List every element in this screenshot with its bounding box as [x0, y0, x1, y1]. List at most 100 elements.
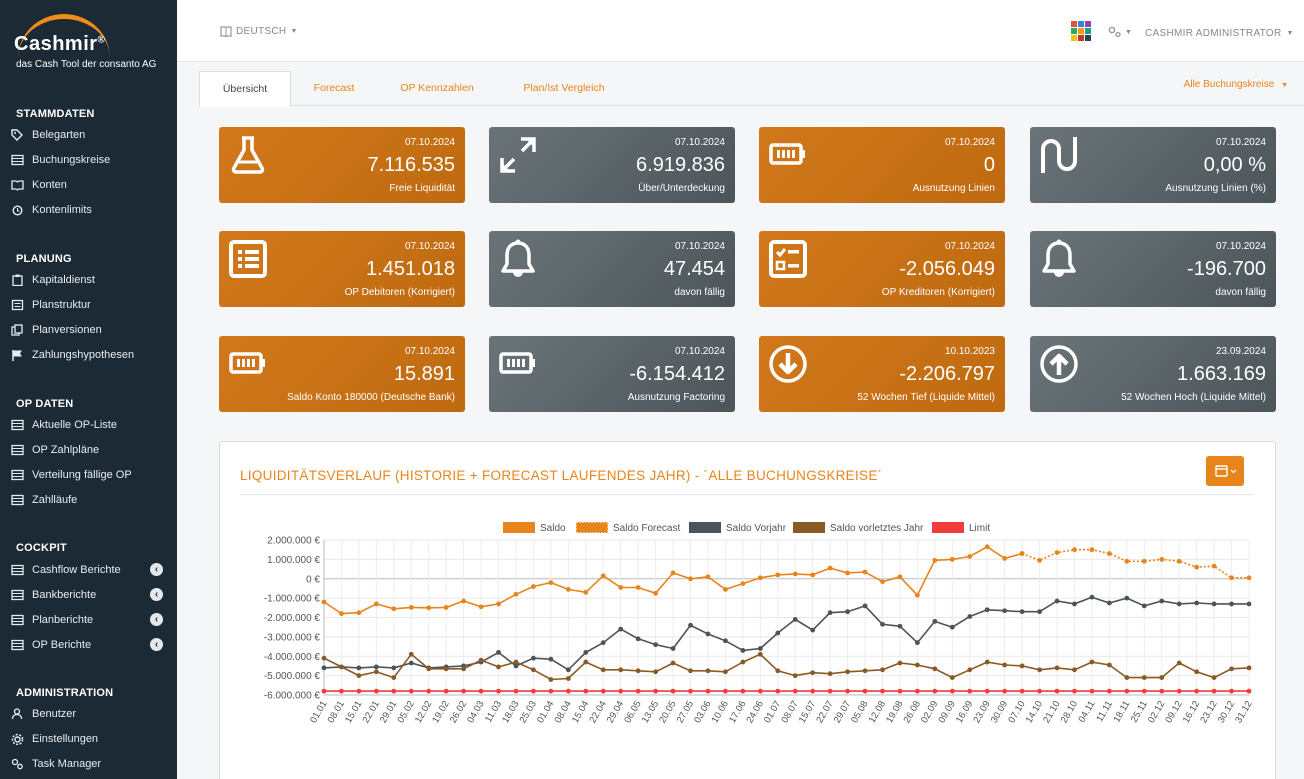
kpi-card[interactable]: 07.10.2024 7.116.535 Freie Liquidität	[219, 127, 465, 203]
x-tick-label: 30.12	[1216, 699, 1237, 725]
kpi-date: 07.10.2024	[1215, 241, 1266, 252]
y-tick-label: -5.000.000 €	[264, 671, 321, 682]
expand-arrow-icon[interactable]: ‹	[150, 588, 163, 601]
data-point	[775, 572, 781, 578]
sidebar-item-op-berichte[interactable]: OP Berichte ‹	[0, 634, 177, 656]
sidebar-item-zahlungshypothesen[interactable]: Zahlungshypothesen	[0, 344, 177, 366]
x-tick-label: 16.12	[1181, 699, 1202, 725]
sidebar-item-kontenlimits[interactable]: Kontenlimits	[0, 199, 177, 221]
table-icon	[11, 469, 24, 481]
bell-icon	[1039, 239, 1079, 279]
kpi-card[interactable]: 10.10.2023 -2.206.797 52 Wochen Tief (Liqu…	[759, 336, 1005, 412]
sidebar-item-benutzer[interactable]: Benutzer	[0, 703, 177, 725]
language-dropdown[interactable]: DEUTSCH ▼	[220, 26, 298, 37]
kpi-card[interactable]: 07.10.2024 6.919.836 Über/Unterdeckung	[489, 127, 735, 203]
sidebar-item-planversionen[interactable]: Planversionen	[0, 319, 177, 341]
data-point	[600, 667, 606, 673]
sidebar-item-op-zahlpläne[interactable]: OP Zahlpläne	[0, 439, 177, 461]
data-point	[827, 688, 833, 694]
kpi-card[interactable]: 07.10.2024 1.451.018 OP Debitoren (Korrigi…	[219, 231, 465, 307]
kpi-date: 07.10.2024	[1215, 137, 1266, 148]
tab-forecast[interactable]: Forecast	[313, 82, 355, 94]
tab-uebersicht[interactable]: Übersicht	[199, 71, 291, 107]
list-alt-icon	[228, 239, 268, 279]
kpi-card[interactable]: 07.10.2024 -196.700 davon fällig	[1030, 231, 1276, 307]
sidebar-item-planberichte[interactable]: Planberichte ‹	[0, 609, 177, 631]
x-tick-label: 22.01	[361, 699, 382, 725]
sidebar-item-zahlläufe[interactable]: Zahlläufe	[0, 489, 177, 511]
expand-arrow-icon[interactable]: ‹	[150, 638, 163, 651]
sidebar-item-aktuelle-op-liste[interactable]: Aktuelle OP-Liste	[0, 414, 177, 436]
flag-icon	[11, 349, 24, 361]
data-point	[356, 688, 362, 694]
sidebar-item-einstellungen[interactable]: Einstellungen	[0, 728, 177, 750]
expand-arrow-icon[interactable]: ‹	[150, 613, 163, 626]
data-point	[775, 688, 781, 694]
cashmir-logo[interactable]: Cashmir® das Cash Tool der consanto AG	[14, 14, 164, 84]
data-point	[426, 666, 432, 672]
sidebar-item-bankberichte[interactable]: Bankberichte ‹	[0, 584, 177, 606]
data-point	[1124, 558, 1130, 564]
user-menu[interactable]: CASHMIR ADMINISTRATOR ▼	[1145, 28, 1294, 39]
sidebar-item-verteilung-fällige-op[interactable]: Verteilung fällige OP	[0, 464, 177, 486]
data-point	[740, 581, 746, 586]
data-point	[897, 660, 903, 666]
data-point	[740, 659, 746, 665]
x-tick-label: 10.06	[710, 699, 731, 725]
x-tick-label: 05.02	[395, 699, 416, 725]
data-point	[1124, 675, 1130, 680]
settings-dropdown[interactable]: ▼	[1108, 26, 1132, 38]
apps-grid-icon[interactable]	[1071, 21, 1091, 41]
data-point	[1072, 601, 1077, 607]
kpi-card[interactable]: 07.10.2024 -6.154.412 Ausnutzung Factoring	[489, 336, 735, 412]
kpi-card[interactable]: 07.10.2024 0 Ausnutzung Linien	[759, 127, 1005, 203]
sidebar-item-kapitaldienst[interactable]: Kapitaldienst	[0, 269, 177, 291]
chart-options-button[interactable]	[1206, 456, 1244, 486]
data-point	[1089, 688, 1095, 694]
kpi-value: 6.919.836	[636, 154, 725, 176]
company-filter-label: Alle Buchungskreise	[1183, 79, 1275, 90]
sidebar-item-buchungskreise[interactable]: Buchungskreise	[0, 149, 177, 171]
book-icon	[11, 179, 24, 191]
data-point	[1229, 575, 1234, 581]
kpi-card[interactable]: 23.09.2024 1.663.169 52 Wochen Hoch (Liqui…	[1030, 336, 1276, 412]
kpi-card[interactable]: 07.10.2024 47.454 davon fällig	[489, 231, 735, 307]
sidebar-item-konten[interactable]: Konten	[0, 174, 177, 196]
tab-op-kennzahlen[interactable]: OP Kennzahlen	[400, 82, 474, 94]
kpi-label: Ausnutzung Linien	[912, 183, 995, 194]
sidebar-item-label: Kapitaldienst	[32, 274, 95, 286]
sidebar-item-label: OP Berichte	[32, 639, 92, 651]
data-point	[984, 688, 990, 694]
data-point	[827, 565, 833, 571]
data-point	[531, 667, 536, 673]
x-tick-label: 04.11	[1076, 699, 1097, 724]
data-point	[845, 669, 850, 675]
x-tick-label: 22.07	[814, 699, 835, 725]
sidebar-item-planstruktur[interactable]: Planstruktur	[0, 294, 177, 316]
sidebar-item-cashflow-berichte[interactable]: Cashflow Berichte ‹	[0, 559, 177, 581]
checklist-icon	[768, 239, 808, 279]
kpi-label: davon fällig	[674, 287, 725, 298]
data-point	[775, 630, 781, 636]
data-point	[688, 576, 693, 582]
sidebar-item-task-manager[interactable]: Task Manager	[0, 753, 177, 775]
kpi-card[interactable]: 07.10.2024 -2.056.049 OP Kreditoren (Korri…	[759, 231, 1005, 307]
data-point	[1141, 688, 1147, 694]
battery-icon	[768, 135, 808, 175]
data-point	[618, 667, 624, 673]
kpi-label: OP Debitoren (Korrigiert)	[344, 287, 455, 298]
tab-plan-ist-vergleich[interactable]: Plan/Ist Vergleich	[523, 82, 605, 94]
x-tick-label: 25.03	[518, 699, 539, 725]
data-point	[1089, 659, 1095, 665]
data-point	[897, 623, 903, 629]
kpi-card[interactable]: 07.10.2024 15.891 Saldo Konto 180000 (Deut…	[219, 336, 465, 412]
data-point	[1159, 556, 1165, 562]
data-point	[513, 688, 519, 694]
company-filter-dropdown[interactable]: Alle Buchungskreise ▼	[1184, 79, 1288, 90]
top-bar: DEUTSCH ▼ ▼ CASHMIR ADMINISTRATOR ▼	[177, 0, 1304, 62]
sidebar-item-belegarten[interactable]: Belegarten	[0, 124, 177, 146]
kpi-card[interactable]: 07.10.2024 0,00 % Ausnutzung Linien (%)	[1030, 127, 1276, 203]
data-point	[1176, 660, 1182, 666]
expand-arrow-icon[interactable]: ‹	[150, 563, 163, 576]
data-point	[513, 663, 519, 669]
